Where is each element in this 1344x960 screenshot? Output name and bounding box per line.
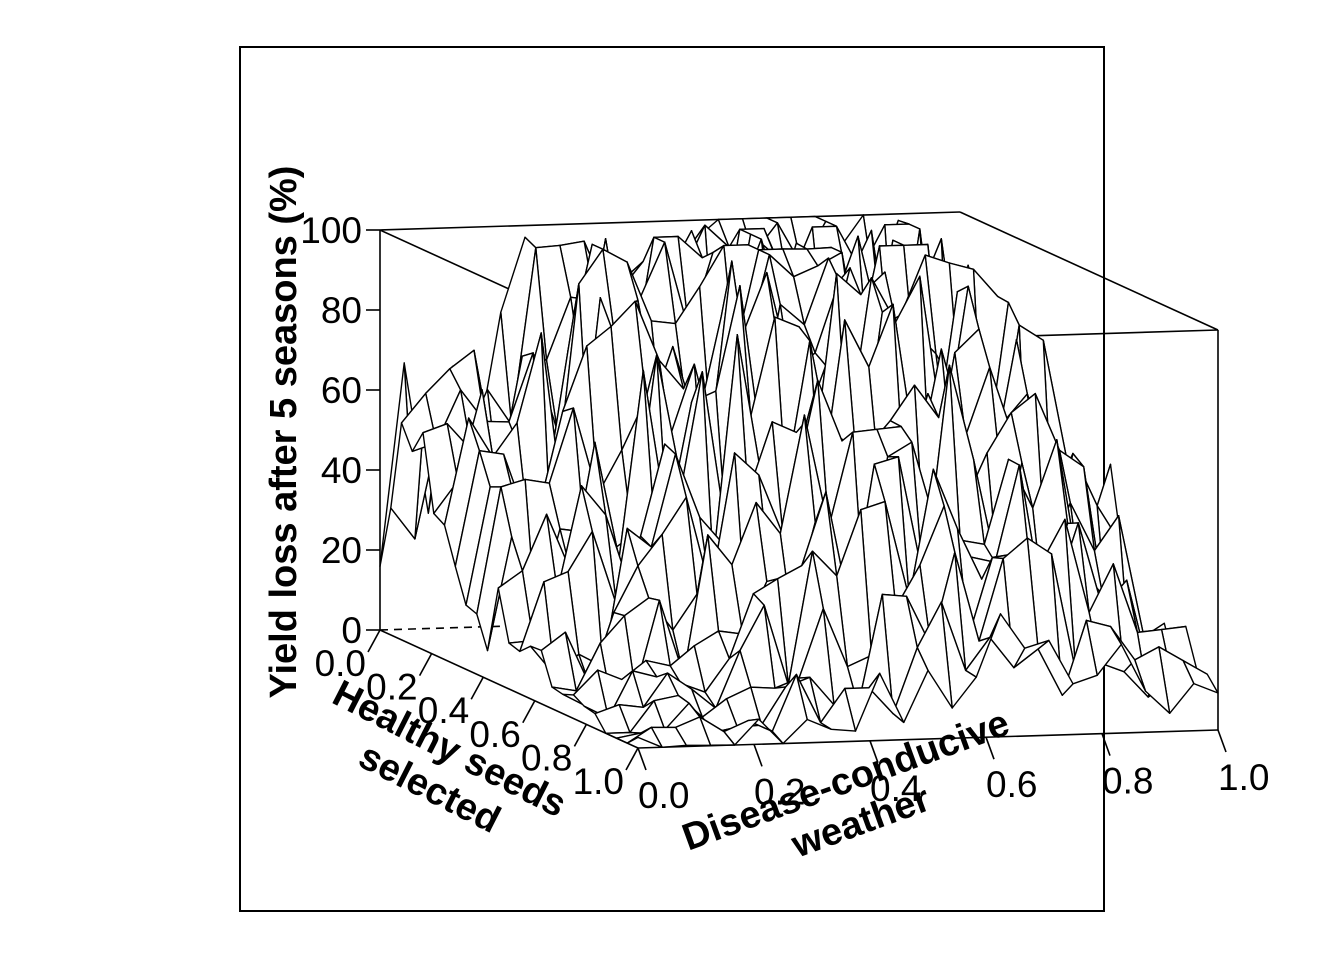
y-tick-label: 0.4 [870, 768, 921, 809]
y-tick-label: 0.6 [986, 764, 1037, 805]
x-axis: 0.00.20.40.60.81.0 [315, 629, 639, 802]
x-tick-label: 0.8 [521, 737, 572, 778]
box-edge [959, 211, 1219, 331]
x-tick-label: 1.0 [573, 761, 624, 802]
y-tick-mark [1217, 729, 1227, 753]
x-tick-mark [418, 653, 433, 676]
surface-mesh [379, 214, 1219, 748]
y-tick-label: 0.0 [638, 775, 689, 816]
x-tick-mark [470, 676, 484, 700]
x-tick-label: 0.2 [366, 667, 417, 708]
y-tick-mark [753, 744, 763, 767]
z-tick-label: 80 [321, 290, 362, 331]
x-tick-mark [573, 724, 588, 747]
z-tick-label: 40 [321, 450, 362, 491]
z-tick-label: 0 [341, 610, 362, 651]
y-tick-label: 0.2 [754, 771, 805, 812]
x-tick-label: 0.0 [315, 643, 366, 684]
y-tick-mark [637, 747, 647, 771]
y-tick-label: 1.0 [1218, 757, 1269, 798]
z-tick-label: 60 [321, 370, 362, 411]
x-tick-label: 0.6 [469, 714, 520, 755]
y-axis: 0.0 0.2 0.4 0.6 0.8 1.0 [637, 729, 1269, 816]
y-tick-label: 0.8 [1102, 761, 1153, 802]
z-tick-label: 20 [321, 530, 362, 571]
box-edge [379, 211, 961, 231]
box-edge [637, 729, 1219, 749]
box-edge [379, 629, 639, 749]
x-tick-mark [522, 700, 536, 724]
z-axis: 0 20 40 60 80 100 [300, 210, 380, 651]
y-tick-mark [869, 740, 879, 764]
x-tick-mark [625, 747, 639, 771]
front-box [379, 330, 1219, 749]
y-tick-mark [1101, 733, 1111, 756]
x-tick-label: 0.4 [418, 690, 469, 731]
z-axis-title: Yield loss after 5 seasons (%) [263, 166, 305, 699]
plot-frame [239, 46, 1105, 912]
y-tick-mark [985, 736, 995, 760]
z-tick-label: 100 [300, 210, 362, 251]
x-tick-mark [367, 629, 381, 653]
